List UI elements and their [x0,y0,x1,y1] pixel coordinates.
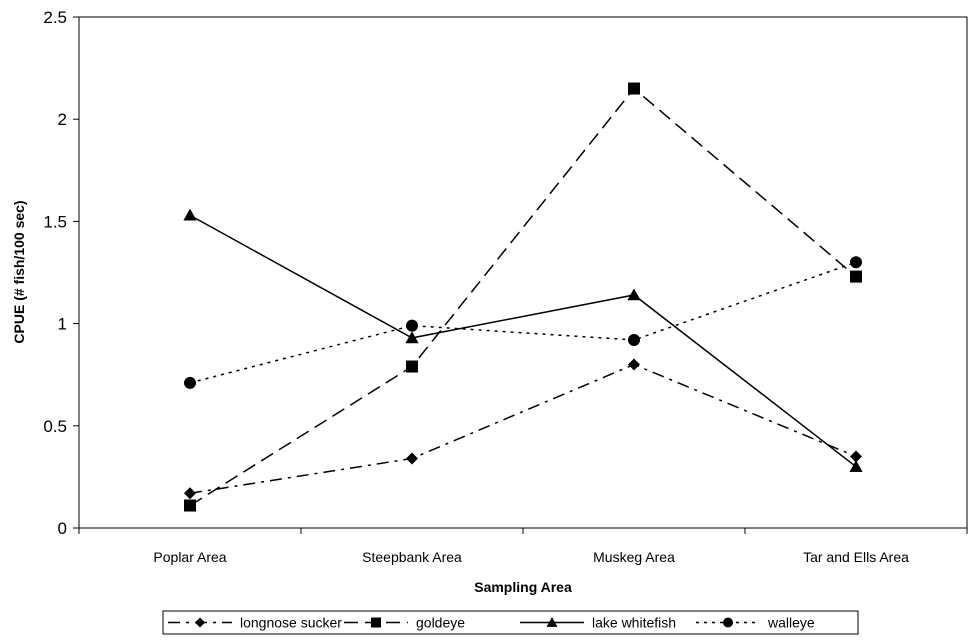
data-point-lake-whitefish [849,460,863,472]
legend-label-lake-whitefish: lake whitefish [592,615,676,631]
series-longnose-sucker [184,358,862,500]
legend: longnose sucker goldeye lake whitefish wall… [162,610,859,635]
legend-label-walleye: walleye [767,615,815,631]
legend-label-longnose-sucker: longnose sucker [240,615,342,631]
data-point-goldeye [184,499,196,512]
legend-entry-longnose-sucker: longnose sucker [168,615,342,631]
data-point-longnose-sucker [406,452,418,465]
data-point-walleye [406,319,418,332]
data-point-lake-whitefish [405,331,419,344]
series-layer [183,82,863,512]
y-tick-label: 1 [58,315,67,334]
series-lake-whitefish [183,208,863,472]
series-line-walleye [189,261,857,384]
series-line-goldeye [189,87,857,507]
legend-entry-lake-whitefish: lake whitefish [520,615,676,631]
legend-entry-goldeye: goldeye [344,615,465,631]
legend-entry-walleye: walleye [696,615,815,631]
data-point-goldeye [406,360,418,373]
x-category-label: Poplar Area [153,549,226,565]
y-tick-label: 2 [58,110,67,129]
data-point-walleye [850,256,862,269]
y-tick-label: 2.5 [43,8,67,27]
x-category-label: Steepbank Area [362,549,462,565]
data-point-goldeye [850,270,862,283]
plot-area [78,16,968,529]
series-walleye [184,256,862,389]
data-point-goldeye [628,82,640,95]
data-point-longnose-sucker [184,487,196,500]
data-point-lake-whitefish [183,208,197,221]
legend-marker-goldeye [371,617,381,628]
y-axis: 0 0.5 1 1.5 2 2.5 [43,8,79,538]
data-point-longnose-sucker [850,450,862,463]
series-line-longnose-sucker [189,363,857,494]
y-tick-label: 0 [58,519,67,538]
y-axis-title: CPUE (# fish/100 sec) [11,200,27,343]
data-point-walleye [184,376,196,389]
legend-label-goldeye: goldeye [416,615,465,631]
series-line-lake-whitefish [189,214,857,468]
x-axis-title: Sampling Area [474,579,572,595]
legend-marker-lake-whitefish [546,617,558,627]
legend-marker-longnose-sucker [195,617,205,628]
series-goldeye [184,82,862,512]
legend-box [162,610,859,635]
y-tick-label: 1.5 [43,212,67,231]
x-category-label: Tar and Ells Area [803,549,909,565]
legend-marker-walleye [723,617,733,628]
data-point-lake-whitefish [627,288,641,301]
y-tick-label: 0.5 [43,417,67,436]
data-point-longnose-sucker [628,358,640,371]
x-category-label: Muskeg Area [593,549,675,565]
data-point-walleye [628,333,640,346]
x-axis: Poplar Area Steepbank Area Muskeg Area Tar … [78,528,968,565]
